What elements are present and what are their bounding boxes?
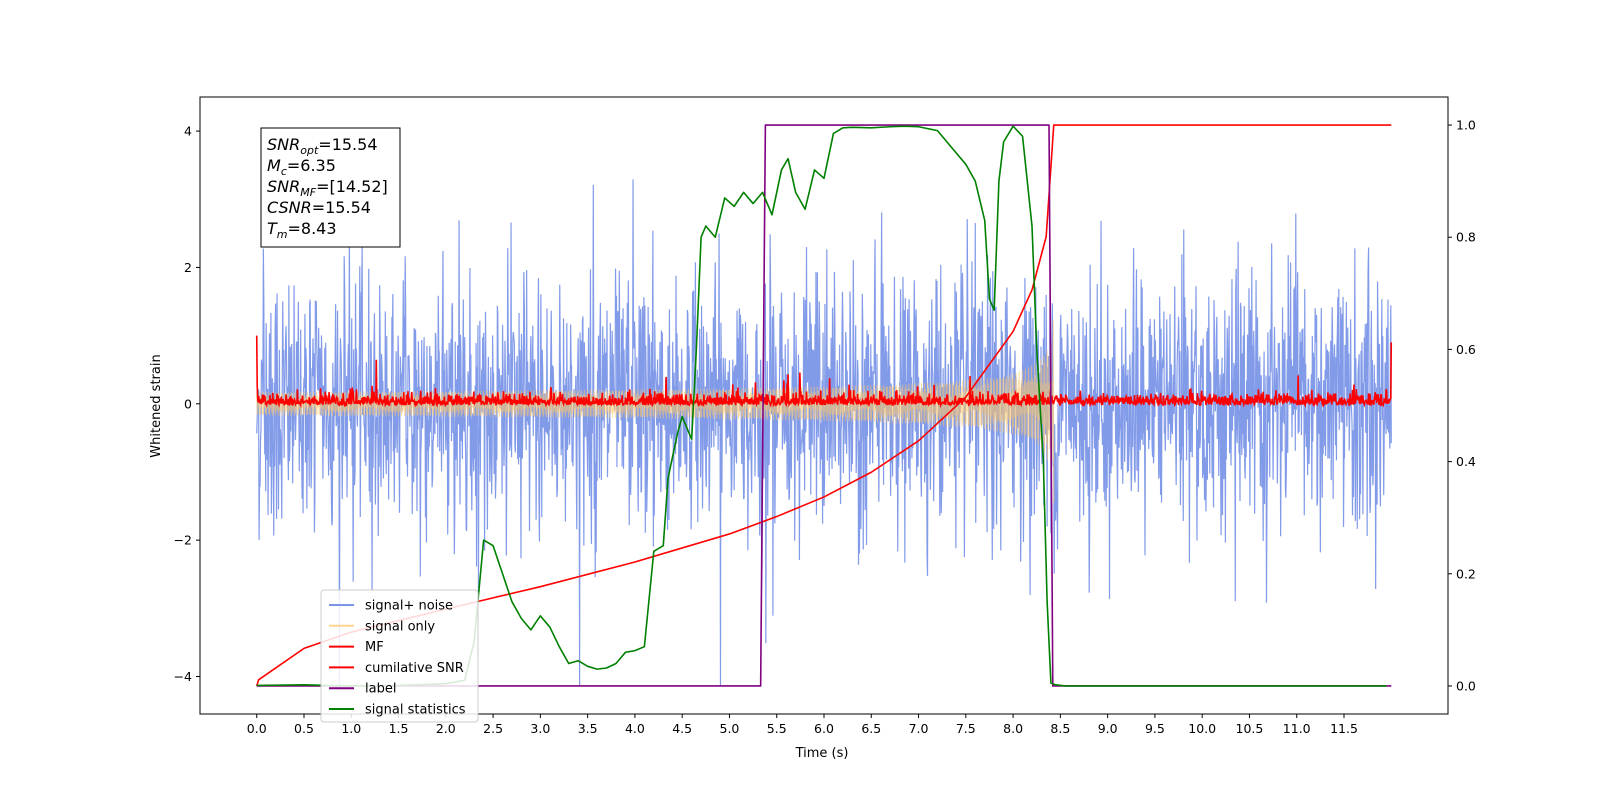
annotation-line: CSNR=15.54 (267, 198, 371, 217)
annotation-box: SNRopt=15.54Mc=6.35SNRMF=[14.52]CSNR=15.… (260, 127, 401, 248)
x-axis-label: Time (s) (795, 746, 849, 761)
series-signal-statistics (256, 125, 1387, 687)
x-tick-label: 1.0 (341, 721, 361, 736)
y-tick-label: 4 (184, 124, 192, 139)
y-axis-right: 0.0 0.2 0.4 0.6 0.8 1.0 (1448, 118, 1476, 693)
series-signal-noise (256, 179, 1392, 686)
legend-item-label: label (329, 682, 396, 697)
x-tick-label: 5.5 (767, 721, 787, 736)
legend-item-signal-statistics: signal statistics (329, 703, 466, 718)
legend-item-signal-noise: signal+ noise (329, 599, 453, 614)
x-tick-label: 3.0 (530, 721, 550, 736)
legend-label: label (365, 682, 396, 697)
x-tick-label: 10.5 (1236, 721, 1264, 736)
x-tick-label: 9.5 (1145, 721, 1165, 736)
y-tick-label: −4 (174, 669, 192, 684)
x-tick-label: 1.5 (389, 721, 409, 736)
annotation-line: Tm=8.43 (267, 219, 337, 241)
x-tick-label: 4.5 (672, 721, 692, 736)
annotation-line: Mc=6.35 (267, 156, 336, 178)
y-tick-label: 2 (184, 260, 192, 275)
y-axis-left: −4 −2 0 2 4 (174, 124, 200, 684)
legend-item-signal-only: signal only (329, 619, 435, 634)
legend-item-mf: MF (329, 640, 384, 655)
annotation-line: SNRMF=[14.52] (267, 177, 388, 199)
y-tick-label: −2 (174, 533, 192, 548)
legend-frame (320, 589, 479, 723)
x-tick-label: 0.5 (294, 721, 314, 736)
x-tick-label: 0.0 (247, 721, 267, 736)
y2-tick-label: 0.4 (1456, 454, 1476, 469)
annotation-frame (260, 127, 401, 248)
x-tick-label: 7.5 (956, 721, 976, 736)
x-tick-label: 11.0 (1283, 721, 1311, 736)
x-tick-label: 3.5 (578, 721, 598, 736)
series-mf (255, 335, 1393, 409)
x-tick-label: 9.0 (1098, 721, 1118, 736)
legend-label: signal statistics (365, 703, 466, 718)
legend-label: signal only (365, 619, 435, 634)
x-tick-label: 11.5 (1330, 721, 1358, 736)
x-tick-label: 2.0 (436, 721, 456, 736)
y2-tick-label: 0.0 (1456, 678, 1476, 693)
x-axis: 0.0 0.5 1.0 1.5 2.0 2.5 3.0 3.5 4.0 4.5 5.0 5.5 6.0 6… (247, 714, 1358, 736)
legend-label: cumilative SNR (365, 661, 464, 676)
legend-label: signal+ noise (365, 599, 453, 614)
x-tick-label: 8.0 (1003, 721, 1023, 736)
y-tick-label: 0 (184, 396, 192, 411)
y2-tick-label: 0.6 (1456, 342, 1476, 357)
x-tick-label: 10.0 (1188, 721, 1216, 736)
x-tick-label: 6.5 (861, 721, 881, 736)
x-tick-label: 7.0 (909, 721, 929, 736)
y2-tick-label: 0.2 (1456, 566, 1476, 581)
y2-tick-label: 0.8 (1456, 230, 1476, 245)
x-tick-label: 2.5 (483, 721, 503, 736)
y-axis-label: Whitened strain (149, 354, 164, 457)
x-tick-label: 6.0 (814, 721, 834, 736)
x-tick-label: 4.0 (625, 721, 645, 736)
y2-tick-label: 1.0 (1456, 118, 1476, 133)
legend: signal+ noise signal only MF cumilative SNR… (320, 589, 479, 723)
legend-item-cumilative-snr: cumilative SNR (329, 661, 464, 676)
x-tick-label: 8.5 (1050, 721, 1070, 736)
x-tick-label: 5.0 (720, 721, 740, 736)
annotation-line: SNRopt=15.54 (267, 135, 378, 157)
legend-label: MF (365, 640, 384, 655)
